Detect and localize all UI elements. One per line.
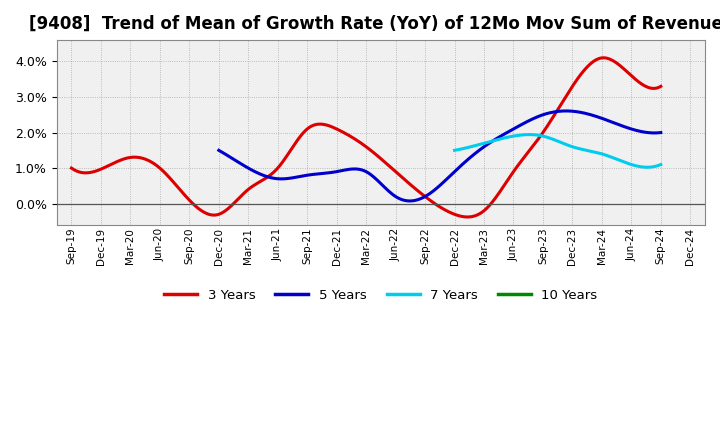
- 7 Years: [525, 132, 534, 137]
- 3 Years: [463, 214, 472, 220]
- 5 Years: [268, 175, 276, 180]
- 3 Years: [138, 156, 147, 161]
- 7 Years: [600, 152, 608, 157]
- 7 Years: [580, 147, 589, 153]
- 7 Years: [475, 142, 484, 147]
- 7 Years: [450, 148, 459, 153]
- 5 Years: [359, 168, 367, 173]
- 5 Years: [657, 130, 665, 135]
- 5 Years: [215, 148, 223, 153]
- 3 Years: [438, 205, 446, 211]
- 5 Years: [562, 108, 571, 114]
- 5 Years: [537, 113, 546, 118]
- 7 Years: [657, 162, 665, 167]
- 3 Years: [599, 55, 608, 60]
- 3 Years: [657, 84, 665, 89]
- Line: 3 Years: 3 Years: [71, 58, 661, 217]
- 5 Years: [390, 193, 398, 198]
- 3 Years: [259, 177, 268, 182]
- 3 Years: [497, 187, 505, 192]
- 7 Years: [518, 132, 526, 138]
- 5 Years: [405, 198, 414, 204]
- 5 Years: [494, 135, 503, 140]
- Line: 7 Years: 7 Years: [454, 135, 661, 167]
- 7 Years: [532, 132, 541, 138]
- 7 Years: [643, 165, 652, 170]
- Line: 5 Years: 5 Years: [219, 111, 661, 201]
- Title: [9408]  Trend of Mean of Growth Rate (YoY) of 12Mo Mov Sum of Revenues: [9408] Trend of Mean of Growth Rate (YoY…: [29, 15, 720, 33]
- 7 Years: [600, 152, 609, 158]
- Legend: 3 Years, 5 Years, 7 Years, 10 Years: 3 Years, 5 Years, 7 Years, 10 Years: [159, 283, 603, 307]
- 3 Years: [300, 128, 309, 134]
- 3 Years: [494, 191, 503, 197]
- 3 Years: [67, 165, 76, 171]
- 5 Years: [535, 114, 544, 119]
